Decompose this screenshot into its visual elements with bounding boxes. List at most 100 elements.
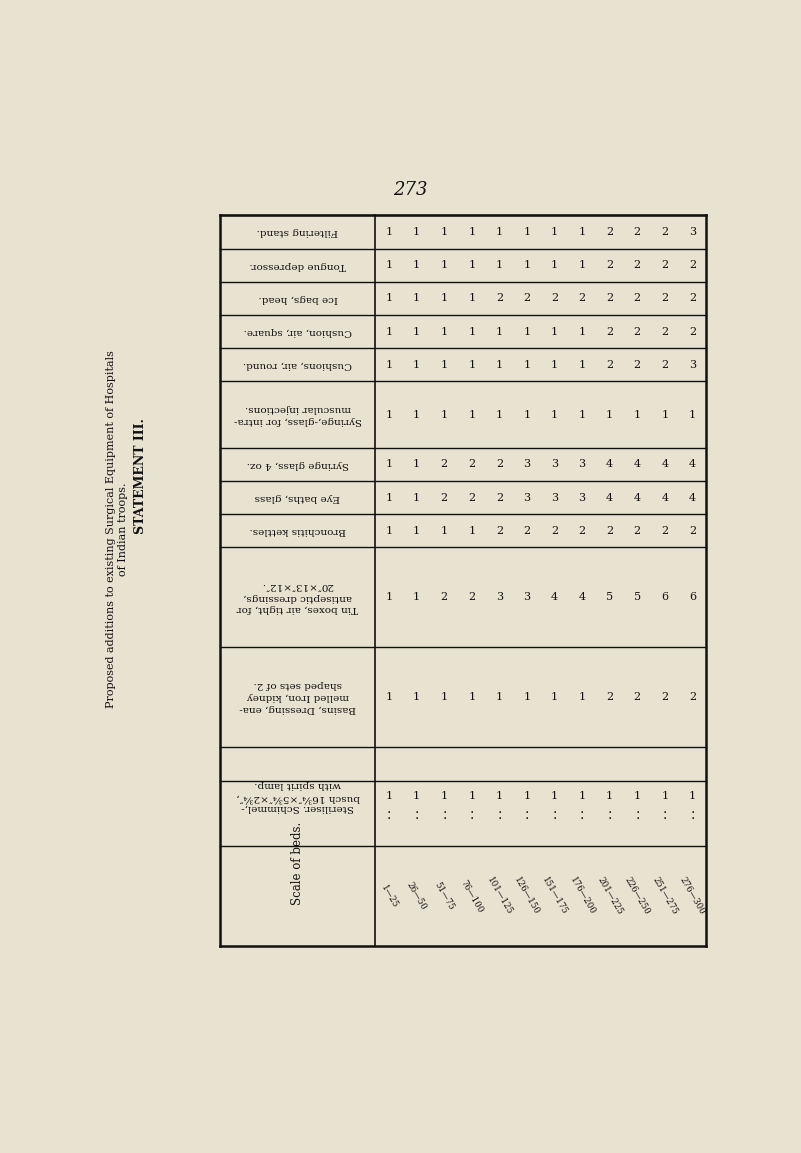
Text: 4: 4 [689, 459, 696, 469]
Text: 1: 1 [385, 261, 392, 270]
Text: 276—300: 276—300 [678, 876, 706, 917]
Text: 51—75: 51—75 [433, 881, 456, 912]
Text: 1: 1 [578, 326, 586, 337]
Text: 2: 2 [689, 326, 696, 337]
Text: 1: 1 [523, 227, 530, 238]
Text: .: . [607, 801, 612, 816]
Text: 1: 1 [469, 326, 475, 337]
Text: 3: 3 [578, 459, 586, 469]
Text: 4: 4 [578, 593, 586, 602]
Text: 6: 6 [689, 593, 696, 602]
Text: 1: 1 [496, 227, 503, 238]
Text: 1: 1 [413, 293, 421, 303]
Text: 1: 1 [606, 409, 614, 420]
Text: .: . [553, 801, 557, 816]
Text: 1: 1 [413, 326, 421, 337]
Text: 2: 2 [496, 293, 503, 303]
Text: 2: 2 [606, 360, 614, 370]
Text: .: . [442, 801, 446, 816]
Text: 1: 1 [606, 791, 614, 801]
Text: 3: 3 [689, 227, 696, 238]
Text: 1: 1 [496, 360, 503, 370]
Text: 1: 1 [469, 791, 475, 801]
Text: 2: 2 [578, 293, 586, 303]
Text: 2: 2 [662, 326, 668, 337]
Text: 1: 1 [385, 593, 392, 602]
Text: .: . [635, 801, 639, 816]
Text: 2: 2 [689, 692, 696, 702]
Text: 1: 1 [496, 261, 503, 270]
Text: 1: 1 [523, 261, 530, 270]
Text: 2: 2 [469, 593, 475, 602]
Text: 1: 1 [689, 409, 696, 420]
Text: Syringe,-glass, for intra-
muscular injections.: Syringe,-glass, for intra- muscular inje… [234, 405, 362, 425]
Text: 2: 2 [606, 526, 614, 536]
Text: 4: 4 [634, 492, 641, 503]
Text: 5: 5 [606, 593, 614, 602]
Text: 1: 1 [469, 360, 475, 370]
Text: 1: 1 [441, 526, 448, 536]
Text: 2: 2 [578, 526, 586, 536]
Text: 1: 1 [413, 459, 421, 469]
Text: Cushion, air, square.: Cushion, air, square. [244, 327, 352, 336]
Text: 2: 2 [689, 293, 696, 303]
Text: 3: 3 [496, 593, 503, 602]
Text: 101—125: 101—125 [485, 876, 513, 917]
Text: 76—100: 76—100 [459, 879, 485, 914]
Text: 1: 1 [551, 692, 558, 702]
Text: 4: 4 [662, 492, 668, 503]
Text: 1: 1 [551, 326, 558, 337]
Text: 2: 2 [634, 326, 641, 337]
Text: .: . [690, 801, 694, 816]
Text: 1: 1 [634, 409, 641, 420]
Text: 1: 1 [441, 791, 448, 801]
Text: 1: 1 [469, 692, 475, 702]
Text: Syringe glass, 4 oz.: Syringe glass, 4 oz. [247, 460, 349, 469]
Text: Tongue depressor.: Tongue depressor. [249, 261, 346, 270]
Text: 2: 2 [441, 492, 448, 503]
Text: Steriliser. Schimmel,-
busch 16¾″×5¾″×2¾″,
with spirit lamp.: Steriliser. Schimmel,- busch 16¾″×5¾″×2¾… [235, 781, 360, 813]
Text: 3: 3 [523, 593, 530, 602]
Text: 1: 1 [441, 360, 448, 370]
Text: 1: 1 [385, 409, 392, 420]
Text: 1: 1 [496, 692, 503, 702]
Text: 201—225: 201—225 [595, 876, 624, 917]
Text: Proposed additions to existing Surgical Equipment of Hospitals
of Indian troops.: Proposed additions to existing Surgical … [107, 351, 128, 708]
Text: 2: 2 [441, 593, 448, 602]
Text: 1: 1 [578, 227, 586, 238]
Text: 1: 1 [413, 526, 421, 536]
Text: 1: 1 [551, 261, 558, 270]
Text: 2: 2 [634, 692, 641, 702]
Text: 1: 1 [385, 791, 392, 801]
Text: 2: 2 [662, 692, 668, 702]
Text: 1: 1 [551, 791, 558, 801]
Text: 1: 1 [578, 692, 586, 702]
Text: 2: 2 [689, 261, 696, 270]
Text: 1: 1 [441, 227, 448, 238]
Text: 1: 1 [496, 791, 503, 801]
Text: 3: 3 [523, 492, 530, 503]
Text: 6: 6 [662, 593, 668, 602]
Text: 2: 2 [606, 293, 614, 303]
Text: 3: 3 [551, 459, 558, 469]
Text: 1: 1 [441, 692, 448, 702]
Text: 2: 2 [469, 492, 475, 503]
Text: 1: 1 [469, 526, 475, 536]
Text: 1: 1 [413, 692, 421, 702]
Text: 1: 1 [413, 409, 421, 420]
Text: 1—25: 1—25 [379, 883, 399, 910]
Text: .: . [414, 808, 419, 822]
Text: 1: 1 [523, 326, 530, 337]
Text: .: . [497, 801, 501, 816]
Text: .: . [387, 801, 391, 816]
Text: 2: 2 [441, 459, 448, 469]
Text: 226—250: 226—250 [623, 876, 651, 917]
Text: 1: 1 [578, 409, 586, 420]
Text: .: . [525, 808, 529, 822]
Text: 1: 1 [662, 409, 668, 420]
Text: Tin boxes, air tight, for
antiseptic dressings,
20″×13″×12″.: Tin boxes, air tight, for antiseptic dre… [237, 581, 358, 613]
Text: 2: 2 [606, 326, 614, 337]
Text: 2: 2 [551, 526, 558, 536]
Text: 2: 2 [469, 459, 475, 469]
Text: 3: 3 [578, 492, 586, 503]
